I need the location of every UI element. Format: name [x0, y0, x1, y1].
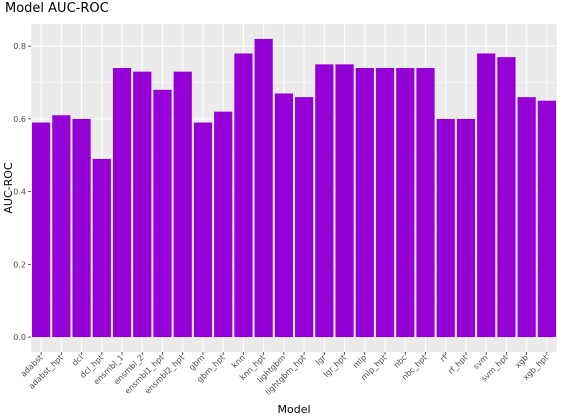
- bar: [72, 118, 91, 338]
- bar: [436, 118, 455, 338]
- bar: [416, 68, 435, 338]
- bar: [254, 38, 273, 338]
- x-tick-label: xgb: [513, 353, 530, 370]
- bar: [477, 53, 496, 338]
- bar: [396, 68, 415, 338]
- x-tick-label: rf: [438, 353, 449, 364]
- bar: [315, 64, 334, 338]
- bar: [295, 97, 314, 338]
- bar: [112, 68, 132, 338]
- bar: [52, 115, 71, 338]
- x-tick-label: lgr_hpt: [322, 353, 348, 379]
- chart-title: Model AUC-ROC: [5, 1, 109, 16]
- y-tick-label: 0.0: [13, 333, 26, 342]
- x-tick-label: dcl: [70, 353, 85, 368]
- y-axis-title: AUC-ROC: [2, 162, 15, 214]
- bar: [335, 64, 354, 338]
- bar: [173, 71, 192, 338]
- y-tick-label: 0.6: [13, 115, 26, 124]
- x-tick-label: knn: [230, 353, 247, 370]
- y-tick-label: 0.2: [13, 260, 26, 269]
- bar: [375, 68, 395, 338]
- x-axis-title: Model: [277, 403, 310, 416]
- x-axis-ticks: [40, 352, 548, 355]
- bar: [214, 111, 233, 338]
- bar: [153, 89, 172, 338]
- x-tick-label: nbc: [392, 353, 409, 370]
- bar: [456, 118, 476, 338]
- bar: [497, 57, 516, 338]
- y-axis-ticks: [28, 45, 31, 338]
- bar: [274, 93, 293, 338]
- y-axis-tick-labels: 0.0 0.2 0.4 0.6 0.8: [13, 42, 26, 342]
- x-tick-label: lgr: [314, 353, 328, 367]
- bar: [92, 158, 111, 338]
- bar: [537, 100, 556, 338]
- bar: [133, 71, 152, 338]
- x-tick-label: mlp: [351, 353, 368, 370]
- bar: [32, 122, 51, 338]
- bar: [193, 122, 213, 338]
- y-tick-label: 0.8: [13, 42, 26, 51]
- bar: [517, 97, 536, 338]
- x-tick-label: rf_hpt: [446, 353, 469, 376]
- bar: [234, 53, 253, 338]
- bar: [355, 68, 374, 338]
- bars: [32, 38, 556, 338]
- y-tick-label: 0.4: [13, 188, 26, 197]
